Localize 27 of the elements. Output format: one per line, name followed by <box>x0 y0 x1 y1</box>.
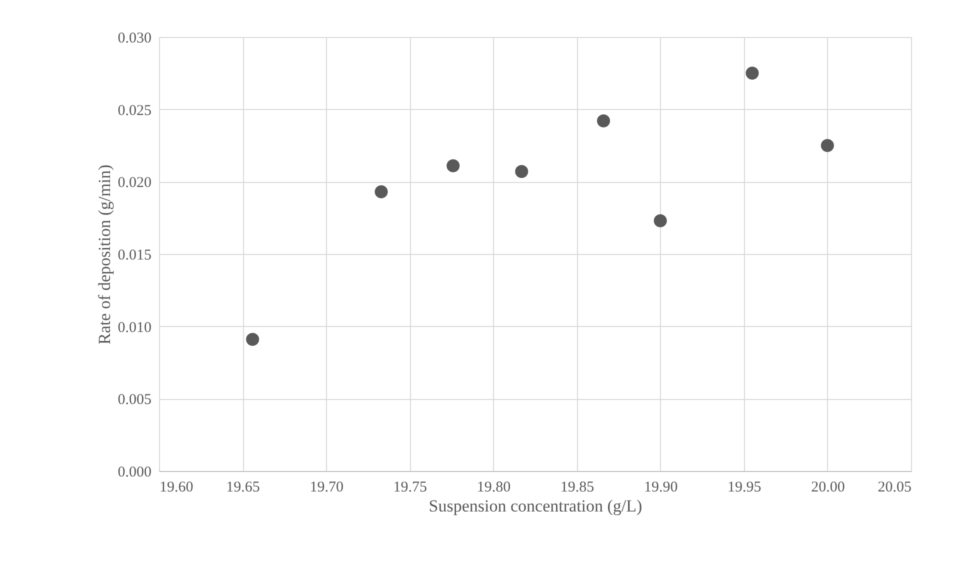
point <box>746 66 759 80</box>
y-axis-title: Rate of deposition (g/min) <box>94 164 114 344</box>
point <box>596 114 610 128</box>
y-tick-label: 0.020 <box>118 175 152 192</box>
x-tick-label: 19.75 <box>393 480 428 496</box>
y-tick-label: 0.000 <box>118 464 152 480</box>
x-tick-label: 19.70 <box>310 480 344 496</box>
point <box>446 159 460 172</box>
y-tick-label: 0.025 <box>118 102 152 119</box>
x-tick-label: 19.60 <box>160 480 194 496</box>
x-tick-label: 19.90 <box>644 480 678 496</box>
x-tick-label: 19.85 <box>560 480 594 496</box>
point <box>374 185 388 198</box>
y-tick-label: 0.005 <box>118 392 152 408</box>
point <box>515 165 528 178</box>
y-tick-label: 0.015 <box>118 248 152 264</box>
x-tick-label: 19.65 <box>226 480 260 496</box>
y-tick-label: 0.010 <box>118 320 152 336</box>
y-tick-label: 0.030 <box>118 30 152 46</box>
point <box>820 138 834 152</box>
x-tick-label: 19.80 <box>476 480 511 496</box>
x-tick-label: 20.00 <box>811 480 845 496</box>
point <box>246 332 260 346</box>
x-tick-label: 20.05 <box>878 480 912 496</box>
x-tick-label: 19.95 <box>728 480 762 496</box>
point <box>654 214 667 228</box>
x-axis-title: Suspension concentration (g/L) <box>428 496 642 516</box>
